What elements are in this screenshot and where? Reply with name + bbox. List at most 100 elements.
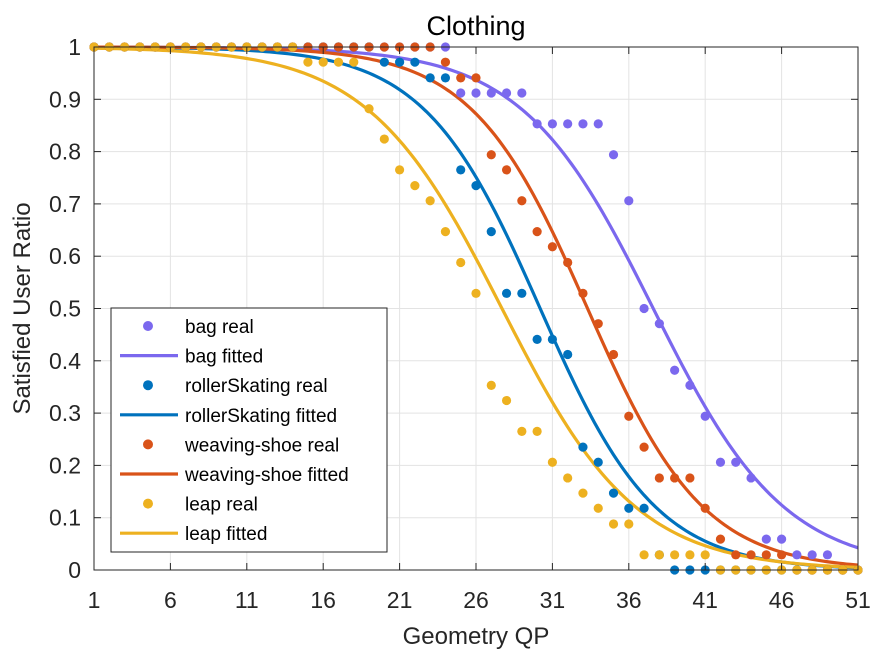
legend-label-fitted: rollerSkating fitted [185, 406, 337, 427]
marker-weaving-shoe [731, 550, 741, 560]
marker-leap [547, 457, 558, 467]
x-tick-label: 51 [845, 587, 871, 613]
marker-bag [731, 457, 741, 467]
marker-leap [395, 165, 405, 175]
marker-bag [593, 119, 603, 129]
marker-bag [700, 411, 710, 421]
x-tick-label: 21 [387, 587, 413, 613]
y-tick-label: 0.6 [49, 243, 81, 269]
y-axis-label: Satisfied User Ratio [9, 202, 36, 414]
marker-bag [608, 150, 619, 160]
marker-leap [654, 550, 664, 560]
marker-weaving-shoe [471, 73, 481, 83]
marker-leap [486, 380, 496, 390]
marker-rollerSkating [456, 165, 466, 175]
legend-label-real: leap real [185, 495, 258, 516]
y-tick-label: 0.8 [49, 139, 81, 165]
marker-rollerSkating [410, 57, 420, 67]
marker-leap [517, 426, 527, 437]
marker-bag [761, 534, 771, 544]
legend-marker-bag [143, 321, 153, 331]
marker-weaving-shoe [578, 288, 588, 298]
legend-box [110, 307, 388, 553]
marker-rollerSkating [440, 73, 451, 83]
marker-weaving-shoe [547, 242, 558, 252]
legend-marker-leap [143, 498, 153, 509]
axis-ticks: 1 6 11 16 21 26 31 36 41 46 5100.10.20.30.40.50.60… [49, 34, 871, 613]
marker-bag [578, 119, 588, 129]
marker-weaving-shoe [639, 442, 649, 452]
legend-label-real: bag real [185, 317, 254, 338]
marker-leap [593, 503, 603, 513]
marker-leap [349, 57, 359, 67]
marker-bag [547, 119, 558, 129]
fitted-line-weaving-shoe [94, 45, 859, 567]
marker-leap [578, 488, 588, 498]
x-tick-label: 31 [540, 587, 566, 613]
chart-title: Clothing [426, 11, 525, 41]
marker-weaving-shoe [486, 150, 496, 160]
marker-weaving-shoe [670, 473, 680, 483]
x-tick-label: 41 [692, 587, 718, 613]
y-tick-label: 0.9 [49, 86, 81, 112]
marker-weaving-shoe [608, 349, 619, 360]
x-tick-label: 36 [616, 587, 642, 613]
marker-bag [486, 88, 496, 98]
marker-leap [639, 550, 649, 560]
marker-weaving-shoe [624, 411, 634, 421]
legend-label-real: weaving-shoe real [184, 435, 339, 456]
x-tick-label: 6 [164, 587, 177, 613]
y-tick-label: 0.4 [49, 348, 81, 374]
marker-bag [471, 88, 481, 98]
marker-bag [624, 196, 634, 206]
marker-leap [364, 104, 374, 114]
marker-rollerSkating [517, 288, 527, 298]
marker-weaving-shoe [501, 165, 512, 175]
marker-leap [318, 57, 328, 67]
y-tick-label: 0.1 [49, 505, 81, 531]
marker-rollerSkating [395, 57, 405, 67]
marker-bag [501, 88, 512, 98]
marker-leap [685, 550, 695, 560]
marker-leap [425, 196, 435, 206]
marker-rollerSkating [501, 288, 512, 298]
marker-rollerSkating [486, 227, 496, 237]
marker-weaving-shoe [761, 550, 771, 560]
marker-leap [608, 519, 619, 529]
marker-bag [532, 119, 542, 129]
marker-bag [777, 534, 787, 544]
fitted-line-leap [93, 46, 859, 569]
marker-bag [746, 473, 756, 483]
marker-rollerSkating [471, 180, 481, 191]
x-tick-label: 46 [769, 587, 795, 613]
marker-rollerSkating [624, 503, 634, 513]
x-tick-label: 11 [235, 587, 259, 613]
legend-label-real: rollerSkating real [185, 376, 328, 397]
y-tick-label: 0.3 [49, 400, 81, 426]
marker-rollerSkating [547, 334, 558, 344]
marker-weaving-shoe [517, 196, 527, 206]
legend-label-fitted: bag fitted [185, 347, 263, 368]
marker-rollerSkating [532, 334, 542, 344]
legend-label-fitted: weaving-shoe fitted [184, 465, 349, 486]
marker-leap [440, 227, 451, 237]
y-tick-label: 0.7 [49, 191, 81, 217]
x-axis-label: Geometry QP [403, 623, 550, 650]
marker-leap [624, 519, 634, 529]
marker-leap [333, 57, 344, 67]
legend-marker-rollerSkating [143, 380, 153, 391]
marker-bag [792, 550, 802, 560]
marker-leap [456, 257, 466, 268]
x-tick-label: 1 [88, 587, 101, 613]
marker-weaving-shoe [654, 473, 664, 483]
marker-rollerSkating [578, 442, 588, 452]
marker-bag [670, 365, 680, 375]
marker-weaving-shoe [440, 57, 451, 67]
marker-leap [700, 550, 710, 560]
marker-leap [532, 426, 542, 437]
marker-bag [517, 88, 527, 98]
marker-weaving-shoe [685, 473, 695, 483]
marker-rollerSkating [608, 488, 619, 498]
marker-leap [303, 57, 313, 67]
marker-rollerSkating [593, 457, 603, 467]
